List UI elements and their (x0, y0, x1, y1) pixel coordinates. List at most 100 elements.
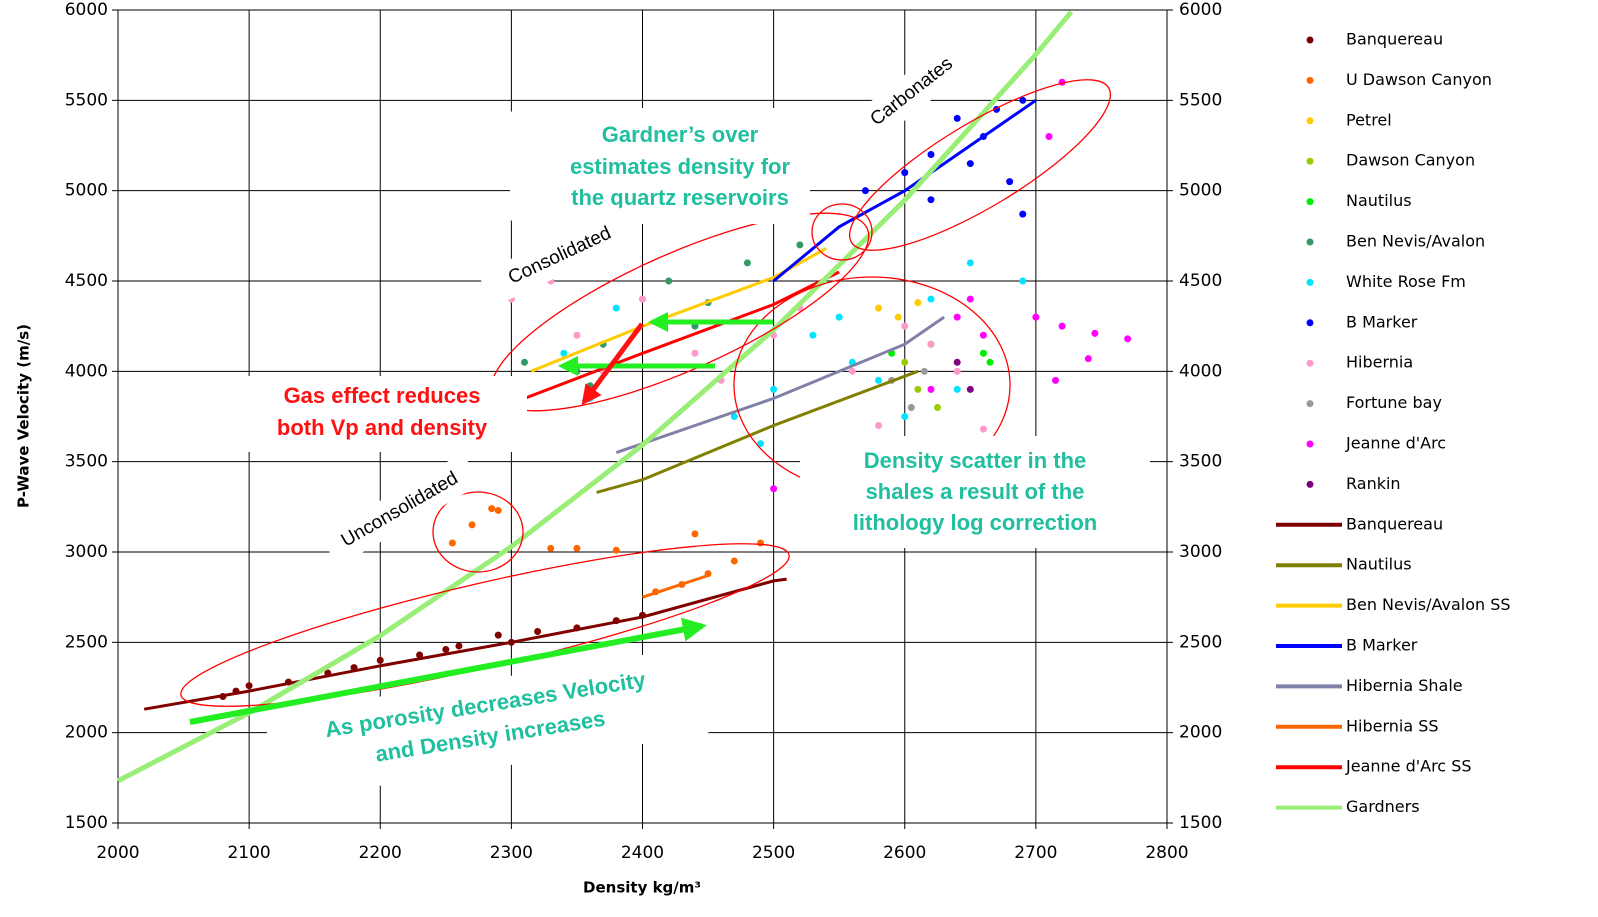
data-point (573, 544, 581, 552)
legend-swatch (1306, 319, 1314, 327)
legend-label: Ben Nevis/Avalon (1346, 232, 1485, 251)
series-line (596, 369, 919, 494)
legend-swatch (1306, 76, 1314, 84)
annotation-box (510, 108, 810, 224)
data-point (901, 413, 909, 420)
y2-tick-label: 3500 (1179, 452, 1222, 472)
data-point (986, 358, 994, 366)
series-line (772, 99, 1037, 283)
annotation-box (480, 207, 641, 305)
y2-tick-label: 2500 (1179, 632, 1222, 652)
data-point (953, 367, 961, 375)
legend-label: Banquereau (1346, 30, 1443, 49)
data-point (894, 313, 902, 321)
data-point (494, 506, 502, 514)
data-point (934, 403, 942, 411)
ellipse (432, 491, 524, 573)
legend-label: Fortune bay (1346, 393, 1442, 412)
series-line (530, 247, 827, 373)
legend-label: Nautilus (1346, 555, 1412, 574)
legend-label: Dawson Canyon (1346, 151, 1475, 170)
y-tick-label: 4500 (65, 271, 108, 291)
y2-tick-label: 4000 (1179, 361, 1222, 381)
data-point (927, 385, 935, 393)
series-line (523, 270, 840, 400)
legend-label: Ben Nevis/Avalon SS (1346, 595, 1511, 614)
x-tick-label: 2200 (359, 843, 402, 863)
y-tick-label: 6000 (65, 0, 108, 20)
data-point (979, 425, 987, 433)
data-point (1058, 322, 1066, 330)
data-point (612, 546, 620, 554)
data-point (979, 349, 987, 357)
legend-label: B Marker (1346, 636, 1418, 655)
data-point (770, 485, 778, 493)
annotation-text: Density scatter in the (864, 448, 1087, 473)
data-point (573, 331, 581, 339)
data-point (488, 505, 496, 513)
data-point (442, 646, 450, 654)
data-point (520, 358, 528, 366)
x-tick-label: 2500 (752, 843, 795, 863)
y-tick-label: 2500 (65, 632, 108, 652)
data-point (1124, 335, 1132, 343)
data-point (665, 277, 673, 285)
data-point (927, 340, 935, 348)
legend-label: Rankin (1346, 474, 1401, 493)
y2-tick-label: 2000 (1179, 723, 1222, 743)
data-point (494, 631, 502, 639)
legend-swatch (1306, 359, 1314, 367)
data-point (1084, 355, 1092, 363)
legend-label: Hibernia (1346, 353, 1413, 372)
legend-label: Jeanne d'Arc (1345, 434, 1446, 453)
x-tick-label: 2300 (490, 843, 533, 863)
data-point (901, 358, 909, 366)
y-tick-label: 3500 (65, 452, 108, 472)
data-point (861, 187, 869, 195)
legend-swatch (1306, 198, 1314, 206)
y2-tick-label: 5000 (1179, 181, 1222, 201)
y2-tick-label: 6000 (1179, 0, 1222, 20)
y-tick-label: 1500 (65, 813, 108, 833)
legend-swatch (1306, 157, 1314, 165)
data-point (455, 642, 463, 650)
ellipse (848, 79, 1112, 251)
annotation-text: both Vp and density (277, 415, 488, 440)
annotation-text: Gardner’s over (602, 122, 759, 147)
data-point (875, 422, 883, 430)
y-tick-label: 5000 (65, 181, 108, 201)
data-point (1019, 210, 1027, 218)
data-point (612, 304, 620, 312)
annotation-box (800, 436, 1150, 548)
data-point (848, 367, 856, 375)
series-line (143, 577, 787, 711)
data-point (534, 627, 542, 635)
data-point (1091, 329, 1099, 337)
data-point (757, 440, 765, 448)
data-point (966, 160, 974, 168)
data-point (1052, 376, 1060, 384)
data-point (416, 651, 424, 659)
data-point (560, 349, 568, 357)
y-tick-label: 4000 (65, 361, 108, 381)
annotation-text: shales a result of the (866, 479, 1085, 504)
legend-swatch (1306, 440, 1314, 448)
annotation-box (265, 647, 712, 801)
data-point (730, 557, 738, 565)
legend: Banquereau U Dawson Canyon Petrel Dawson Ca… (1276, 30, 1511, 816)
legend-swatch (1306, 238, 1314, 246)
legend-label: Hibernia Shale (1346, 676, 1463, 695)
data-point (1019, 96, 1027, 104)
data-point (966, 385, 974, 393)
legend-label: Hibernia SS (1346, 716, 1439, 735)
data-point (639, 295, 646, 303)
ellipse (811, 203, 873, 261)
data-point (547, 544, 555, 552)
annotation-text: estimates density for (570, 154, 791, 179)
data-point (573, 367, 581, 375)
data-point (901, 169, 909, 177)
y2-tick-label: 5500 (1179, 90, 1222, 110)
annotation: Gas effect reduces both Vp and density (242, 376, 527, 452)
annotation-text: the quartz reservoirs (571, 185, 789, 210)
